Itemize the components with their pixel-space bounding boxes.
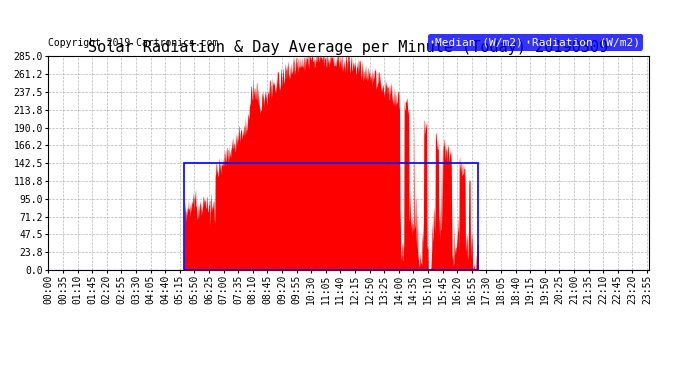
Legend: Median (W/m2), Radiation (W/m2): Median (W/m2), Radiation (W/m2) — [428, 34, 643, 51]
Text: Copyright 2019 Cartronics.com: Copyright 2019 Cartronics.com — [48, 38, 219, 48]
Title: Solar Radiation & Day Average per Minute (Today) 20190309: Solar Radiation & Day Average per Minute… — [88, 40, 609, 55]
Bar — [184, 163, 478, 270]
